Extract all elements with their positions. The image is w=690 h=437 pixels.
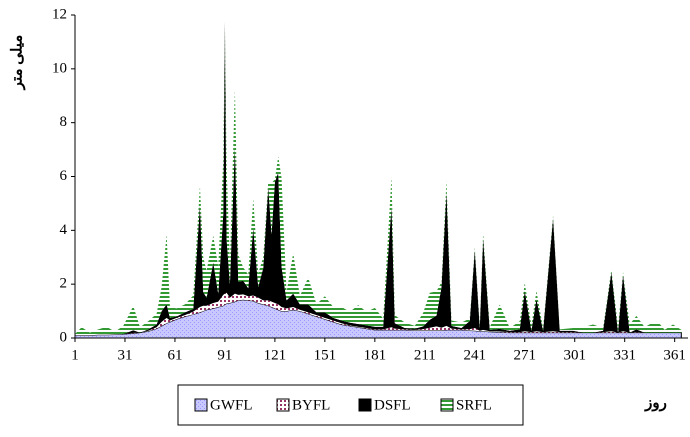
y-tick-label: 8 bbox=[60, 114, 68, 130]
x-tick-label: 91 bbox=[217, 347, 232, 363]
x-tick-label: 61 bbox=[167, 347, 182, 363]
y-tick-label: 4 bbox=[60, 222, 68, 238]
legend-swatch bbox=[440, 398, 454, 412]
x-tick-label: 241 bbox=[464, 347, 487, 363]
legend-label: BYFL bbox=[292, 397, 330, 413]
area bbox=[75, 292, 682, 336]
x-tick-label: 31 bbox=[117, 347, 132, 363]
x-tick-label: 211 bbox=[414, 347, 436, 363]
legend-label: GWFL bbox=[210, 397, 253, 413]
x-tick-label: 301 bbox=[563, 347, 586, 363]
area bbox=[75, 21, 682, 336]
y-tick-label: 10 bbox=[52, 60, 67, 76]
x-tick-label: 361 bbox=[663, 347, 686, 363]
y-axis-label: میلی متر bbox=[9, 35, 25, 91]
x-tick-label: 181 bbox=[364, 347, 387, 363]
y-tick-label: 12 bbox=[52, 6, 67, 22]
legend-label: SRFL bbox=[456, 397, 492, 413]
legend-swatch bbox=[276, 398, 290, 412]
legend-box bbox=[177, 384, 524, 426]
area bbox=[75, 21, 682, 336]
legend-label: DSFL bbox=[374, 397, 411, 413]
x-tick-label: 151 bbox=[314, 347, 337, 363]
y-tick-label: 6 bbox=[60, 168, 68, 184]
legend-swatch bbox=[358, 398, 372, 412]
x-tick-label: 271 bbox=[514, 347, 537, 363]
x-tick-label: 121 bbox=[264, 347, 287, 363]
y-tick-label: 0 bbox=[60, 329, 68, 345]
x-axis-label: روز bbox=[644, 395, 667, 411]
x-tick-label: 331 bbox=[613, 347, 636, 363]
y-tick-label: 2 bbox=[60, 276, 68, 292]
x-tick-label: 1 bbox=[71, 347, 79, 363]
legend-swatch bbox=[194, 398, 208, 412]
